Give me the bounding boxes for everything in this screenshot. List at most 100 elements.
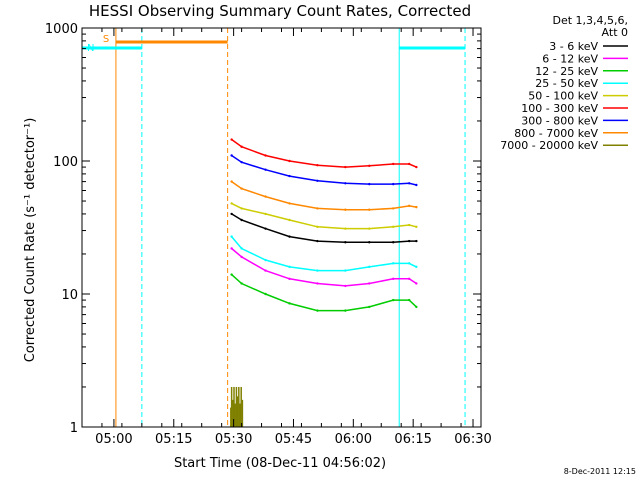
data-point bbox=[415, 225, 418, 229]
data-point bbox=[407, 262, 411, 265]
y-tick-label: 10 bbox=[61, 288, 78, 303]
series-line bbox=[231, 247, 417, 287]
data-point bbox=[240, 160, 243, 164]
data-point bbox=[392, 162, 395, 166]
data-point bbox=[415, 205, 418, 209]
data-point bbox=[368, 265, 371, 269]
data-point bbox=[240, 282, 243, 285]
data-point bbox=[316, 309, 319, 312]
series-0 bbox=[230, 212, 418, 244]
data-point bbox=[407, 223, 411, 227]
series-5 bbox=[230, 138, 418, 169]
x-tick-label: 06:15 bbox=[394, 432, 431, 447]
data-point bbox=[368, 227, 371, 230]
data-point bbox=[240, 255, 243, 259]
legend-entry-label: 12 - 25 keV bbox=[535, 65, 598, 78]
data-point bbox=[392, 298, 395, 302]
data-point bbox=[415, 183, 418, 187]
data-point bbox=[407, 277, 411, 281]
data-point bbox=[288, 202, 291, 205]
data-point bbox=[264, 154, 267, 157]
data-point bbox=[368, 164, 371, 168]
data-point bbox=[392, 241, 395, 244]
y-axis-label: Corrected Count Rate (s⁻¹ detector⁻¹) bbox=[23, 118, 38, 363]
data-point bbox=[344, 284, 347, 288]
legend-entry-label: 25 - 50 keV bbox=[535, 77, 598, 90]
data-point bbox=[392, 182, 395, 186]
data-point bbox=[415, 239, 418, 243]
data-point bbox=[344, 241, 347, 244]
data-point bbox=[240, 247, 243, 250]
x-tick-label: 05:30 bbox=[215, 432, 252, 447]
data-point bbox=[316, 225, 319, 229]
x-tick-label: 06:30 bbox=[454, 432, 491, 447]
data-point bbox=[240, 187, 243, 190]
data-point bbox=[230, 247, 233, 250]
series-3 bbox=[230, 235, 418, 272]
data-point bbox=[264, 292, 267, 296]
data-point bbox=[230, 202, 233, 205]
x-axis-label: Start Time (08-Dec-11 04:56:02) bbox=[174, 456, 386, 471]
data-point bbox=[368, 208, 371, 211]
data-point bbox=[240, 145, 243, 148]
data-point bbox=[264, 269, 267, 272]
data-point bbox=[288, 218, 291, 222]
series-2 bbox=[230, 273, 418, 312]
data-point bbox=[240, 207, 243, 210]
x-tick-label: 05:00 bbox=[95, 432, 132, 447]
data-point bbox=[230, 154, 233, 157]
data-point bbox=[288, 277, 291, 281]
x-tick-label: 06:00 bbox=[335, 432, 372, 447]
series-line bbox=[231, 154, 417, 186]
legend-entry-label: 50 - 100 keV bbox=[528, 90, 598, 103]
data-point bbox=[415, 305, 418, 309]
data-point bbox=[316, 207, 319, 210]
series-8 bbox=[230, 386, 244, 427]
legend-entry-label: 3 - 6 keV bbox=[549, 40, 598, 53]
series-line bbox=[231, 274, 417, 312]
data-point bbox=[316, 282, 319, 285]
series-line bbox=[231, 180, 417, 211]
data-point bbox=[264, 168, 267, 171]
data-point bbox=[264, 227, 267, 230]
data-point bbox=[288, 235, 291, 238]
series-line bbox=[231, 236, 417, 272]
series-line bbox=[231, 213, 417, 243]
footer-timestamp: 8-Dec-2011 12:15 bbox=[564, 467, 636, 476]
flag-label: S bbox=[103, 34, 109, 45]
data-point bbox=[344, 227, 347, 230]
series-4 bbox=[230, 202, 418, 230]
chart-title: HESSI Observing Summary Count Rates, Cor… bbox=[89, 2, 471, 20]
flag-label: N bbox=[87, 43, 94, 54]
data-point bbox=[368, 241, 371, 244]
data-point bbox=[288, 265, 291, 269]
data-point bbox=[415, 265, 418, 269]
data-point bbox=[392, 277, 395, 281]
legend-entry-label: 100 - 300 keV bbox=[521, 102, 598, 115]
data-point bbox=[264, 212, 267, 216]
series-6 bbox=[230, 154, 418, 187]
data-point bbox=[316, 179, 319, 182]
y-tick-label: 100 bbox=[53, 155, 78, 170]
data-point bbox=[344, 165, 347, 169]
series-line bbox=[231, 202, 417, 230]
data-point bbox=[316, 163, 319, 167]
data-point bbox=[230, 235, 233, 238]
series-7 bbox=[230, 180, 418, 211]
data-point bbox=[316, 269, 319, 272]
data-point bbox=[230, 212, 233, 216]
series-line bbox=[231, 138, 417, 168]
data-point bbox=[415, 165, 418, 169]
legend-header: Att 0 bbox=[602, 26, 628, 39]
data-point bbox=[264, 258, 267, 262]
data-point bbox=[407, 298, 411, 302]
data-point bbox=[344, 269, 347, 272]
data-point bbox=[240, 218, 243, 222]
data-point bbox=[415, 282, 418, 285]
axes: 05:00 05:15 05:30 05:45 06:00 06:15 06:30 1 10 10… bbox=[45, 22, 492, 447]
plot-area: SN bbox=[82, 28, 466, 427]
data-point bbox=[392, 207, 395, 210]
data-point bbox=[288, 159, 291, 163]
